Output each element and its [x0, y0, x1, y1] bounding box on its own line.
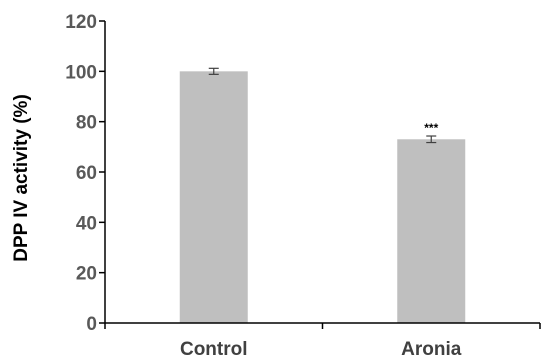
- significance-label: ***: [424, 121, 438, 135]
- y-tick-label: 60: [76, 163, 97, 184]
- error-bars: [208, 67, 437, 144]
- y-tick-label: 80: [76, 113, 97, 134]
- y-tick-label: 40: [76, 213, 97, 234]
- bars: [179, 71, 466, 323]
- y-tick-label: 120: [65, 12, 97, 33]
- x-axis-labels: Control Aronia: [180, 339, 462, 360]
- error-bar-control: [208, 67, 219, 75]
- x-axis-ticks: [104, 323, 541, 329]
- y-tick-label: 100: [65, 62, 97, 83]
- x-category-label: Aronia: [401, 339, 462, 360]
- bar-aronia: [397, 139, 466, 323]
- bar-control: [179, 71, 248, 323]
- error-bar-aronia: [426, 135, 437, 144]
- x-category-label: Control: [180, 339, 248, 360]
- significance-annotations: ***: [424, 121, 438, 135]
- y-tick-label: 0: [86, 314, 97, 335]
- y-axis-ticks: 0 20 40 60 80 100 120: [65, 12, 105, 335]
- y-tick-label: 20: [76, 264, 97, 285]
- y-axis-title: DPP IV activity (%): [11, 94, 32, 262]
